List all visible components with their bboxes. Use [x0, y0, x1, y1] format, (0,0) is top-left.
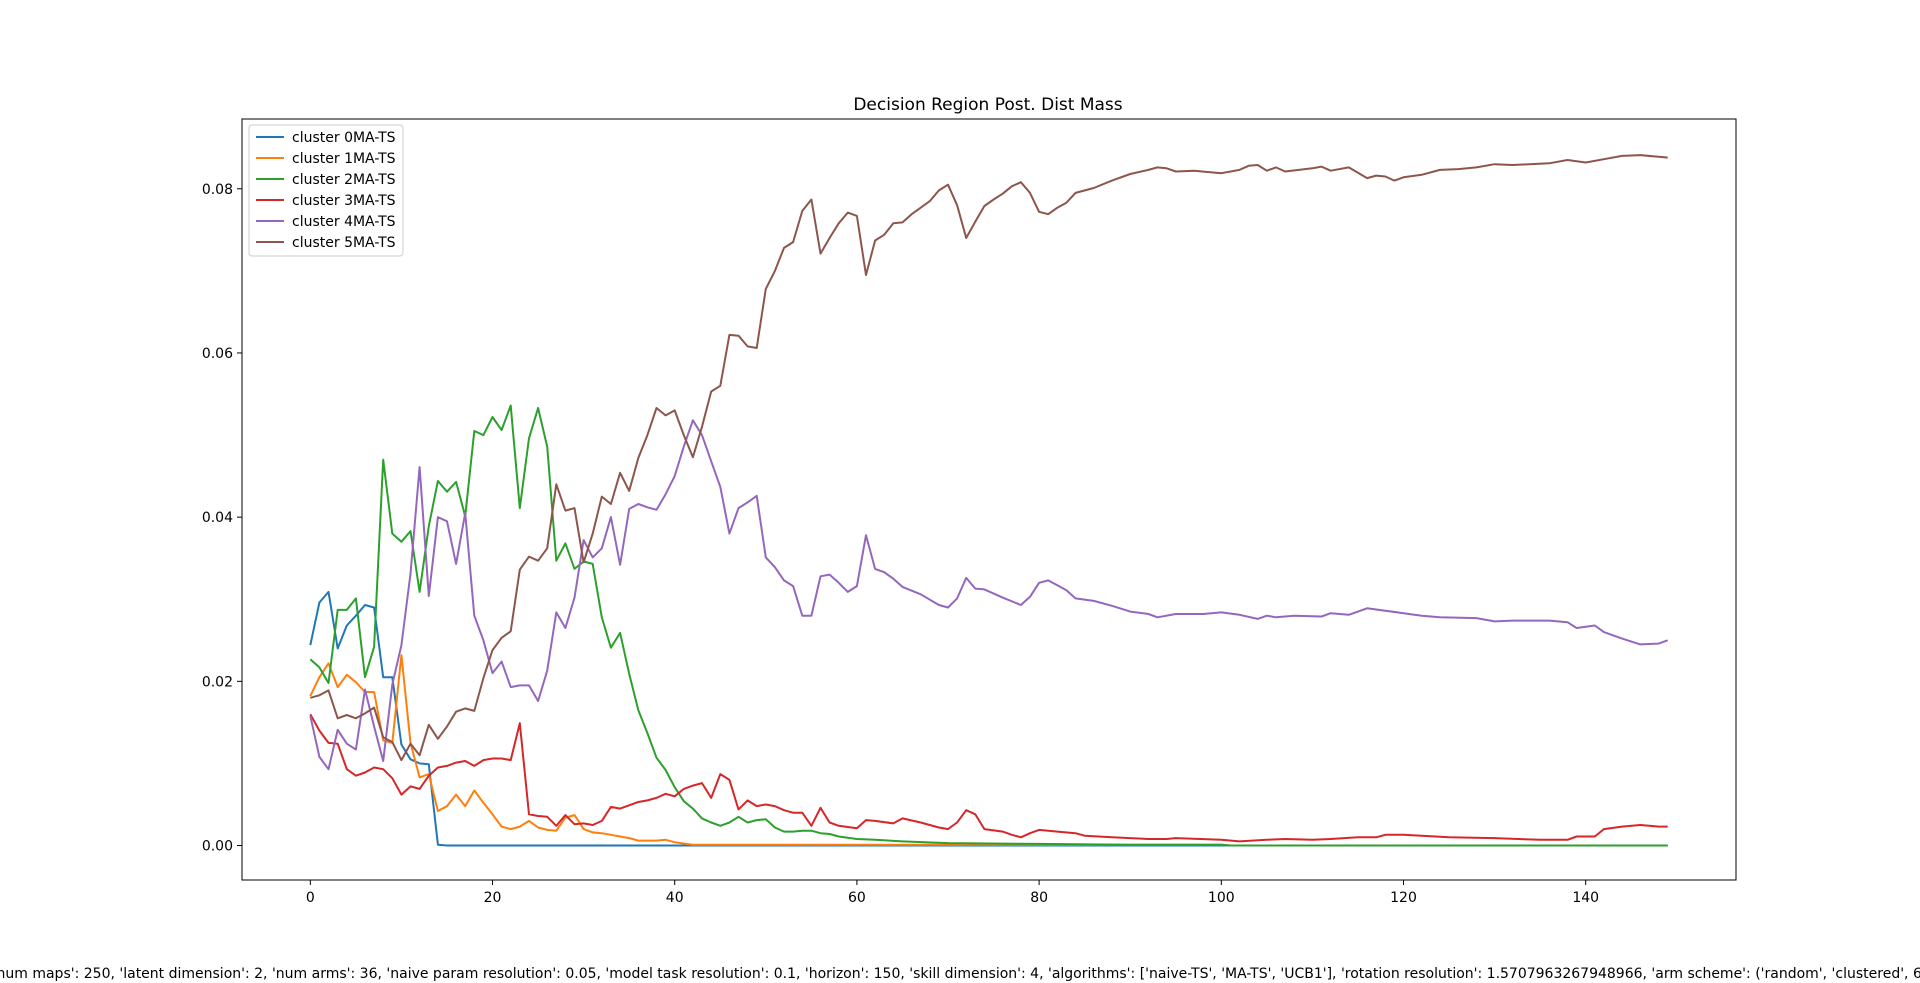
- legend-label-2: cluster 2MA-TS: [292, 172, 396, 188]
- parameter-caption: {'num maps': 250, 'latent dimension': 2,…: [0, 966, 1920, 982]
- x-tick-label-4: 80: [1030, 890, 1048, 906]
- chart-title: Decision Region Post. Dist Mass: [853, 95, 1122, 115]
- x-tick-label-0: 0: [306, 890, 315, 906]
- legend-label-0: cluster 0MA-TS: [292, 130, 396, 146]
- y-tick-label-0: 0.00: [202, 839, 233, 855]
- series-line-1: [309, 654, 1668, 847]
- legend-label-5: cluster 5MA-TS: [292, 235, 396, 251]
- y-tick-label-4: 0.08: [202, 182, 233, 198]
- legend-label-1: cluster 1MA-TS: [292, 151, 396, 167]
- legend-label-4: cluster 4MA-TS: [292, 214, 396, 230]
- series-line-4: [309, 419, 1669, 771]
- y-tick-label-1: 0.02: [202, 674, 233, 690]
- x-tick-label-3: 60: [848, 890, 866, 906]
- x-tick-label-5: 100: [1208, 890, 1235, 906]
- plot-frame: [241, 118, 1737, 881]
- x-tick-label-2: 40: [666, 890, 684, 906]
- y-tick-label-2: 0.04: [202, 510, 233, 526]
- y-tick-label-3: 0.06: [202, 346, 233, 362]
- series-line-2: [309, 404, 1668, 847]
- series-line-5: [310, 154, 1668, 762]
- series-line-0: [309, 590, 1668, 847]
- y-axis: 0.00 0.02 0.04 0.06 0.08: [202, 182, 242, 855]
- x-axis: 0 20 40 60 80 100 120 140: [306, 880, 1599, 906]
- x-tick-label-6: 120: [1390, 890, 1417, 906]
- legend-label-3: cluster 3MA-TS: [292, 193, 396, 209]
- series-lines: [309, 154, 1669, 847]
- legend-box: [248, 124, 404, 257]
- x-tick-label-1: 20: [484, 890, 502, 906]
- series-line-3: [309, 713, 1668, 843]
- legend: cluster 0MA-TS cluster 1MA-TS cluster 2MA-…: [248, 124, 404, 257]
- x-tick-label-7: 140: [1572, 890, 1599, 906]
